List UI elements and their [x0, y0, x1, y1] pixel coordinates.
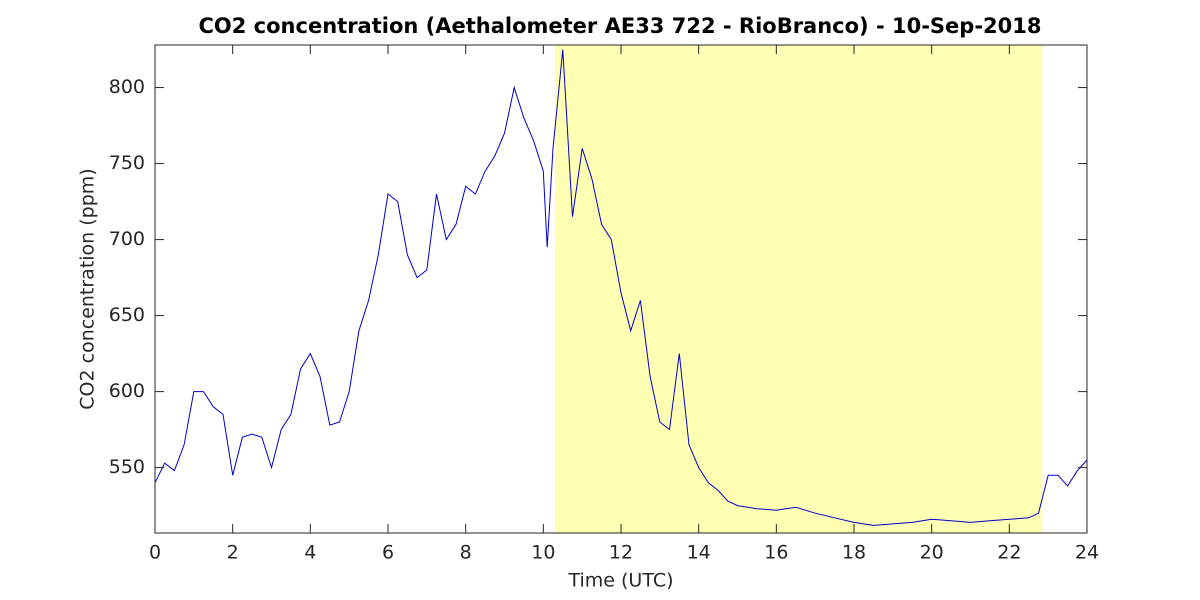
x-tick-label: 2	[227, 542, 239, 564]
y-tick-label: 650	[109, 304, 145, 326]
x-tick-label: 22	[997, 542, 1021, 564]
x-tick-label: 18	[842, 542, 866, 564]
chart-title: CO2 concentration (Aethalometer AE33 722…	[199, 14, 1042, 38]
y-tick-label: 750	[109, 152, 145, 174]
x-tick-label: 16	[764, 542, 788, 564]
x-tick-label: 20	[920, 542, 944, 564]
x-tick-label: 14	[687, 542, 711, 564]
y-tick-label: 800	[109, 76, 145, 98]
y-tick-label: 700	[109, 228, 145, 250]
x-tick-label: 24	[1075, 542, 1099, 564]
line	[154, 49, 1088, 526]
x-axis-label: Time (UTC)	[567, 570, 673, 592]
y-tick-label: 600	[109, 380, 145, 402]
x-tick-label: 10	[531, 542, 555, 564]
x-tick-label: 6	[382, 542, 394, 564]
y-tick-label: 550	[109, 456, 145, 478]
shaded-region	[554, 45, 1043, 533]
x-tick-label: 4	[304, 542, 316, 564]
y-axis-label: CO2 concentration (ppm)	[77, 168, 99, 409]
x-tick-label: 0	[149, 542, 161, 564]
x-tick-label: 12	[609, 542, 633, 564]
x-tick-label: 8	[460, 542, 472, 564]
